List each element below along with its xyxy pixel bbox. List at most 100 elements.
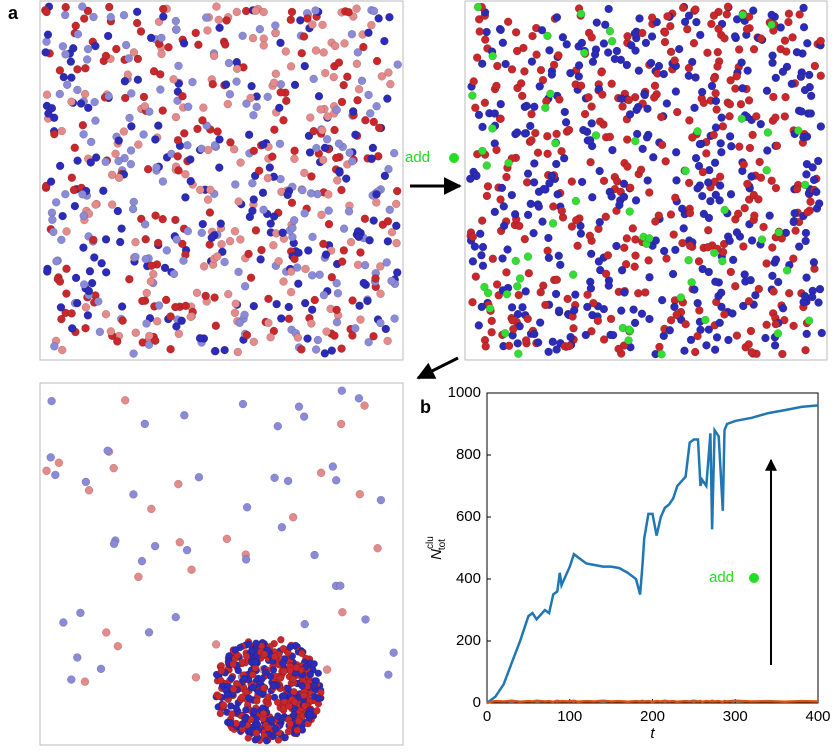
- particle: [643, 104, 652, 113]
- particle: [221, 80, 231, 89]
- particle: [759, 222, 768, 232]
- particle: [620, 288, 629, 297]
- particles-initial: [40, 2, 402, 358]
- particle: [226, 719, 235, 727]
- particle: [255, 24, 265, 34]
- particle: [301, 702, 309, 710]
- particle: [66, 57, 76, 66]
- particle: [371, 274, 380, 283]
- particle: [83, 311, 93, 320]
- particle: [242, 652, 251, 661]
- particle: [204, 145, 213, 155]
- particle: [183, 226, 193, 236]
- particle: [650, 81, 660, 91]
- particle: [195, 185, 205, 195]
- particle: [215, 692, 223, 701]
- particle: [601, 212, 611, 222]
- particle: [718, 122, 728, 131]
- particle: [762, 86, 772, 96]
- particle: [496, 114, 505, 123]
- particle: [101, 309, 111, 319]
- particle: [324, 206, 333, 215]
- particle: [109, 539, 119, 549]
- particle: [668, 269, 678, 279]
- particle: [551, 138, 560, 148]
- particle: [385, 12, 394, 22]
- particle: [299, 412, 309, 421]
- particle: [307, 172, 316, 181]
- particle: [303, 14, 312, 23]
- particle: [102, 628, 111, 637]
- particle: [768, 58, 777, 68]
- particle: [774, 228, 784, 237]
- particle: [698, 167, 708, 177]
- particle: [809, 258, 819, 267]
- data-line: [486, 699, 819, 705]
- particle: [628, 224, 638, 233]
- particle: [332, 317, 342, 327]
- particle: [478, 122, 487, 132]
- particle: [313, 335, 323, 345]
- particle: [335, 168, 344, 177]
- particle: [107, 200, 117, 209]
- particle: [365, 236, 374, 245]
- particle: [492, 145, 501, 155]
- particle: [180, 411, 189, 420]
- particle: [478, 242, 488, 252]
- particle: [348, 107, 358, 116]
- particle: [129, 490, 138, 499]
- particle: [683, 25, 692, 34]
- particle: [586, 284, 596, 293]
- particle: [127, 122, 136, 131]
- particle: [493, 61, 502, 71]
- particle: [246, 273, 256, 282]
- y-tick-label: 200: [456, 632, 481, 649]
- particle: [516, 79, 526, 88]
- particle: [541, 300, 550, 310]
- particle: [548, 337, 558, 346]
- particle: [50, 129, 59, 139]
- particle: [181, 193, 190, 202]
- particle: [290, 687, 298, 696]
- particle: [223, 691, 232, 699]
- particle: [501, 59, 510, 69]
- particle: [252, 729, 261, 737]
- particle: [140, 220, 150, 229]
- particle: [187, 565, 196, 574]
- particle: [654, 61, 664, 71]
- particle: [520, 67, 529, 76]
- particles-clustered: [42, 386, 398, 745]
- particle: [146, 277, 156, 286]
- particle: [119, 127, 129, 136]
- particle: [323, 112, 333, 121]
- particle: [690, 285, 699, 294]
- particle: [252, 639, 260, 647]
- particle: [745, 143, 755, 153]
- particle: [618, 102, 627, 111]
- particle: [769, 287, 778, 296]
- particle: [269, 241, 278, 250]
- particle: [73, 298, 82, 308]
- particle: [71, 273, 81, 283]
- particle: [83, 6, 93, 16]
- particle: [106, 12, 116, 22]
- particle: [523, 314, 532, 324]
- particle: [641, 38, 651, 48]
- particle: [186, 155, 195, 164]
- particle: [617, 306, 626, 315]
- particle: [589, 298, 598, 308]
- particle: [514, 349, 523, 358]
- particle: [330, 41, 340, 51]
- particle: [277, 522, 287, 532]
- particle: [293, 333, 303, 342]
- particle: [307, 271, 317, 280]
- particle: [645, 314, 654, 324]
- particle: [271, 69, 281, 79]
- particle: [131, 328, 141, 338]
- particle: [763, 146, 772, 155]
- particle: [568, 270, 578, 279]
- particle: [49, 227, 58, 237]
- particle: [311, 6, 320, 15]
- particle: [191, 28, 200, 38]
- particle: [554, 251, 564, 261]
